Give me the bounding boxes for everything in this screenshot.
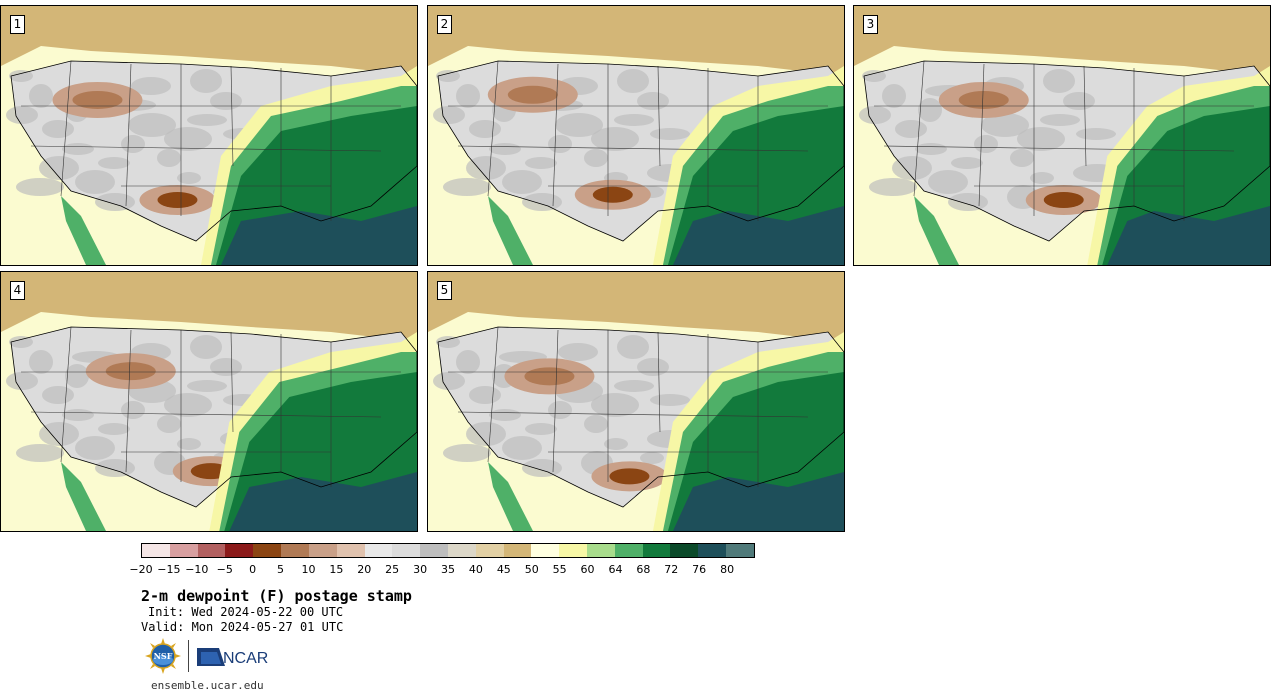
dewpoint-map (428, 6, 844, 265)
logo-divider (188, 640, 189, 672)
ncar-logo-icon: NCAR (197, 644, 277, 668)
colorbar-tick-label: −20 (129, 563, 153, 576)
dewpoint-map (1, 6, 417, 265)
colorbar-tick-label: −15 (157, 563, 181, 576)
colorbar-tick-label: 5 (277, 563, 285, 576)
colorbar-tick-label: 40 (468, 563, 483, 576)
colorbar-tick-label: −5 (216, 563, 233, 576)
panel-number-label: 2 (437, 15, 452, 34)
site-url: ensemble.ucar.edu (151, 679, 264, 692)
colorbar-tick-label: 0 (249, 563, 257, 576)
colorbar-swatch (698, 544, 727, 557)
member-panel-4: 4 (0, 271, 418, 532)
colorbar-tick-labels: −20 −15 −10 −5 0 5 10 15 20 25 30 35 40 45 50 55 60 64 68 7… (129, 563, 755, 577)
panel-number-label: 3 (863, 15, 878, 34)
colorbar-swatch (447, 544, 476, 557)
plot-title: 2-m dewpoint (F) postage stamp (141, 587, 412, 605)
colorbar-tick-label: 25 (385, 563, 400, 576)
colorbar-tick-label: 76 (692, 563, 707, 576)
dewpoint-map (1, 272, 417, 531)
colorbar-swatch (420, 544, 448, 557)
colorbar-swatch (281, 544, 309, 557)
colorbar-tick-label: 30 (413, 563, 428, 576)
colorbar-swatch (169, 544, 198, 557)
member-panel-3: 3 (853, 5, 1271, 266)
colorbar-swatch (392, 544, 421, 557)
colorbar-swatch (587, 544, 615, 557)
sponsor-logos: NSF NCAR (145, 638, 275, 676)
nsf-logo-icon: NSF (145, 638, 181, 674)
svg-text:NSF: NSF (154, 651, 173, 661)
colorbar-tick-label: 10 (301, 563, 316, 576)
init-time: Init: Wed 2024-05-22 00 UTC (148, 605, 344, 619)
colorbar-tick-label: 68 (636, 563, 651, 576)
colorbar-swatch (308, 544, 337, 557)
colorbar-tick-label: 20 (357, 563, 372, 576)
colorbar-tick-label: 15 (329, 563, 344, 576)
colorbar-swatch (142, 544, 170, 557)
svg-text:NCAR: NCAR (223, 650, 268, 667)
colorbar-tick-label: 50 (524, 563, 539, 576)
colorbar-swatch (475, 544, 504, 557)
colorbar-tick-label: 35 (441, 563, 455, 576)
dewpoint-colorbar (141, 543, 755, 558)
colorbar-swatch (364, 544, 393, 557)
colorbar-swatch (197, 544, 226, 557)
colorbar-tick-label: 72 (664, 563, 679, 576)
colorbar-swatch (642, 544, 671, 557)
colorbar-tick-label: 45 (496, 563, 511, 576)
colorbar-swatch (531, 544, 560, 557)
colorbar-swatch (225, 544, 254, 557)
colorbar-tick-label: 60 (580, 563, 595, 576)
colorbar-tick-label: 64 (608, 563, 623, 576)
colorbar-swatch (670, 544, 699, 557)
colorbar-tick-label: −10 (185, 563, 209, 576)
colorbar-tick-label: 80 (720, 563, 735, 576)
colorbar-swatch (559, 544, 587, 557)
valid-time: Valid: Mon 2024-05-27 01 UTC (141, 620, 344, 634)
member-panel-1: 1 (0, 5, 418, 266)
dewpoint-map (854, 6, 1270, 265)
dewpoint-map (428, 272, 844, 531)
colorbar-swatch (503, 544, 532, 557)
panel-number-label: 1 (10, 15, 25, 34)
colorbar-swatch (614, 544, 643, 557)
member-panel-5: 5 (427, 271, 845, 532)
panel-number-label: 5 (437, 281, 452, 300)
member-panel-2: 2 (427, 5, 845, 266)
colorbar-swatch (253, 544, 282, 557)
colorbar-swatch (336, 544, 365, 557)
panel-number-label: 4 (10, 281, 25, 300)
colorbar-swatch (726, 544, 754, 557)
colorbar-tick-label: 55 (552, 563, 567, 576)
